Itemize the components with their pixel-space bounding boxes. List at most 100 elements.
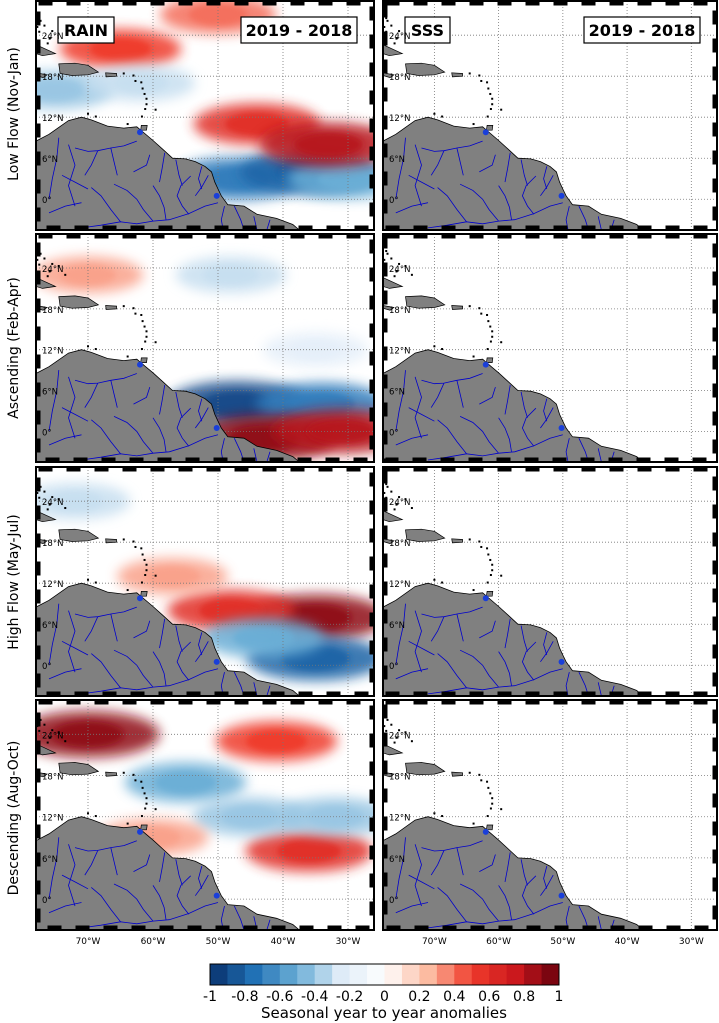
lat-tick-label: 0° bbox=[42, 428, 52, 438]
lat-tick-label: 0° bbox=[389, 196, 399, 206]
panel-sss-row-3: 0° 6°N 12°N 18°N 24°N bbox=[382, 466, 718, 697]
river-line bbox=[110, 147, 118, 176]
period-box-sss: 2019 - 2018 bbox=[583, 16, 701, 44]
river-line bbox=[421, 606, 483, 618]
small-island bbox=[43, 24, 46, 27]
river-line bbox=[48, 837, 60, 900]
small-island bbox=[395, 270, 398, 273]
lat-tick-labels: 0° 6°N 12°N 18°N 24°N bbox=[389, 265, 410, 438]
river-line bbox=[266, 685, 271, 696]
title-box-rain: RAIN bbox=[57, 16, 115, 44]
river-line bbox=[176, 175, 191, 215]
river-line bbox=[430, 616, 445, 642]
south-america-land bbox=[383, 116, 644, 230]
small-island bbox=[145, 563, 148, 566]
colorbar-segment bbox=[227, 964, 246, 985]
river-line bbox=[456, 380, 464, 408]
colorbar-segment bbox=[384, 964, 403, 985]
lat-tick-labels: 0° 6°N 12°N 18°N 24°N bbox=[42, 498, 63, 672]
river-line bbox=[540, 874, 554, 896]
small-island bbox=[487, 87, 490, 90]
small-island bbox=[489, 574, 492, 577]
lat-tick-label: 18°N bbox=[389, 773, 410, 783]
small-island bbox=[48, 503, 51, 506]
small-island bbox=[46, 275, 49, 278]
island-land bbox=[36, 277, 57, 289]
river-line bbox=[498, 885, 512, 920]
lon-tick-label: 70°W bbox=[422, 937, 447, 947]
small-island bbox=[38, 729, 41, 732]
colorbar-tick-label: -0.4 bbox=[301, 989, 328, 1005]
small-island bbox=[480, 79, 483, 82]
small-island bbox=[489, 108, 492, 111]
small-island bbox=[36, 491, 39, 494]
small-island bbox=[94, 815, 97, 818]
lat-tick-label: 24°N bbox=[389, 265, 410, 275]
south-america-land bbox=[383, 816, 644, 930]
rivers bbox=[395, 828, 615, 930]
small-island bbox=[38, 496, 41, 499]
small-island bbox=[398, 262, 401, 265]
small-island bbox=[141, 786, 144, 789]
river-line bbox=[194, 641, 209, 663]
lat-tick-label: 18°N bbox=[389, 539, 410, 549]
river-line bbox=[520, 625, 528, 652]
river-line bbox=[521, 175, 537, 215]
small-island bbox=[478, 540, 481, 543]
panel-frame bbox=[35, 0, 375, 231]
small-island bbox=[480, 545, 483, 548]
colorbar-segment bbox=[314, 964, 333, 985]
river-line bbox=[395, 434, 429, 446]
river-line bbox=[395, 137, 406, 200]
small-island bbox=[480, 779, 483, 782]
small-island bbox=[122, 538, 125, 541]
title-box-frame bbox=[57, 16, 115, 44]
river-line bbox=[48, 202, 82, 214]
river-line bbox=[68, 844, 76, 907]
panel-frame bbox=[382, 0, 718, 231]
colorbar-tick-label: 0.4 bbox=[443, 989, 465, 1005]
small-island bbox=[154, 341, 157, 344]
river-line bbox=[479, 386, 496, 405]
river-line bbox=[159, 852, 166, 882]
small-island bbox=[126, 123, 129, 126]
small-island bbox=[383, 725, 386, 728]
small-island bbox=[154, 574, 157, 577]
small-island bbox=[94, 581, 97, 584]
river-line bbox=[84, 850, 99, 876]
lat-tick-label: 6°N bbox=[389, 621, 405, 631]
rain-anomaly-core bbox=[112, 72, 168, 94]
river-line bbox=[152, 651, 167, 686]
river-line bbox=[395, 202, 429, 214]
river-line bbox=[110, 613, 118, 642]
river-line bbox=[456, 613, 464, 642]
island-land bbox=[36, 743, 57, 756]
period-box-frame bbox=[583, 16, 701, 44]
small-island bbox=[140, 81, 143, 84]
island-land bbox=[140, 125, 148, 131]
small-island bbox=[43, 723, 46, 726]
river-line bbox=[459, 183, 499, 222]
small-island bbox=[38, 30, 41, 33]
river-line bbox=[74, 373, 137, 385]
small-island bbox=[486, 815, 489, 818]
river-line bbox=[520, 859, 528, 886]
small-island bbox=[487, 320, 490, 323]
lat-tick-label: 0° bbox=[42, 196, 52, 206]
river-line bbox=[414, 376, 422, 439]
land bbox=[383, 250, 644, 462]
lat-tick-label: 12°N bbox=[389, 814, 410, 824]
river-line bbox=[395, 668, 429, 680]
small-island bbox=[64, 273, 67, 276]
river-line bbox=[395, 902, 429, 914]
panel-title-rain: RAIN bbox=[64, 21, 108, 40]
small-island bbox=[410, 740, 413, 743]
small-island bbox=[144, 807, 147, 810]
small-island bbox=[51, 496, 54, 499]
river-line bbox=[194, 874, 209, 896]
lat-tick-label: 0° bbox=[42, 662, 52, 672]
river-line bbox=[414, 144, 422, 207]
small-island bbox=[468, 538, 471, 541]
river-line bbox=[253, 448, 258, 462]
small-island bbox=[94, 115, 97, 118]
